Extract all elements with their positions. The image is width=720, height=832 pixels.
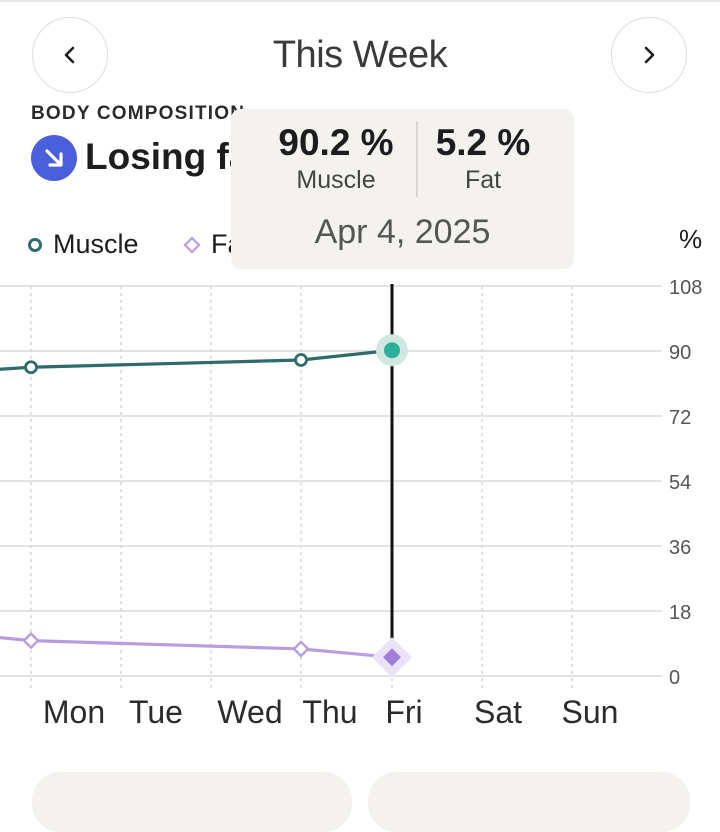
next-week-button[interactable]	[611, 17, 687, 93]
x-tick-label-sat[interactable]: Sat	[473, 694, 523, 730]
x-tick-label-mon[interactable]: Mon	[42, 694, 106, 730]
y-tick-label: 36	[669, 537, 691, 559]
x-tick-label-thu[interactable]: Thu	[302, 694, 358, 730]
y-tick-label: 72	[669, 407, 691, 429]
y-tick-label: 0	[669, 667, 680, 689]
muscle-point	[294, 353, 308, 367]
diamond-marker-icon	[183, 235, 201, 254]
legend-muscle: Muscle	[27, 229, 139, 260]
x-tick-label-tue[interactable]: Tue	[129, 694, 183, 730]
tooltip-fat-value: 5.2 %	[435, 122, 531, 163]
chevron-right-icon	[644, 46, 655, 64]
section-label: BODY COMPOSITION	[31, 103, 246, 124]
previous-week-button[interactable]	[32, 17, 108, 93]
fat-point-selected	[383, 648, 401, 667]
tooltip-fat-label: Fat	[464, 166, 502, 194]
y-tick-label: 90	[669, 342, 691, 364]
fat-point	[292, 640, 310, 658]
y-tick-label: 108	[669, 277, 702, 299]
arrow-down-right-icon	[31, 135, 77, 181]
muscle-point-selected	[384, 342, 400, 359]
data-tooltip: 90.2 % Muscle 5.2 % Fat Apr 4, 2025	[231, 109, 574, 269]
tooltip-muscle: 90.2 % Muscle	[253, 121, 419, 195]
tooltip-date: Apr 4, 2025	[314, 213, 491, 251]
circle-marker-icon	[28, 237, 42, 252]
tooltip-muscle-value: 90.2 %	[278, 122, 394, 163]
fat-point	[22, 631, 40, 650]
y-tick-label: 18	[669, 602, 691, 624]
summary-card-right[interactable]	[368, 772, 690, 832]
summary-card-left[interactable]	[32, 772, 352, 832]
y-tick-label: 54	[669, 472, 691, 494]
series-line-muscle	[0, 348, 394, 371]
x-tick-label-sun[interactable]: Sun	[561, 694, 619, 730]
top-divider	[0, 0, 720, 2]
series-line-fat	[0, 636, 394, 659]
muscle-point	[24, 360, 38, 375]
y-axis-unit: %	[679, 224, 703, 254]
x-tick-label-wed[interactable]: Wed	[217, 694, 283, 730]
page-title: This Week	[272, 34, 448, 76]
tooltip-divider	[416, 121, 418, 197]
tooltip-fat: 5.2 % Fat	[421, 121, 545, 195]
legend-muscle-label: Muscle	[53, 229, 139, 259]
body-composition-chart[interactable]: 108 90 72 54 36 18 0	[0, 270, 720, 690]
chevron-left-icon	[64, 46, 75, 64]
tooltip-muscle-label: Muscle	[296, 166, 376, 194]
x-tick-label-fri[interactable]: Fri	[385, 694, 423, 730]
